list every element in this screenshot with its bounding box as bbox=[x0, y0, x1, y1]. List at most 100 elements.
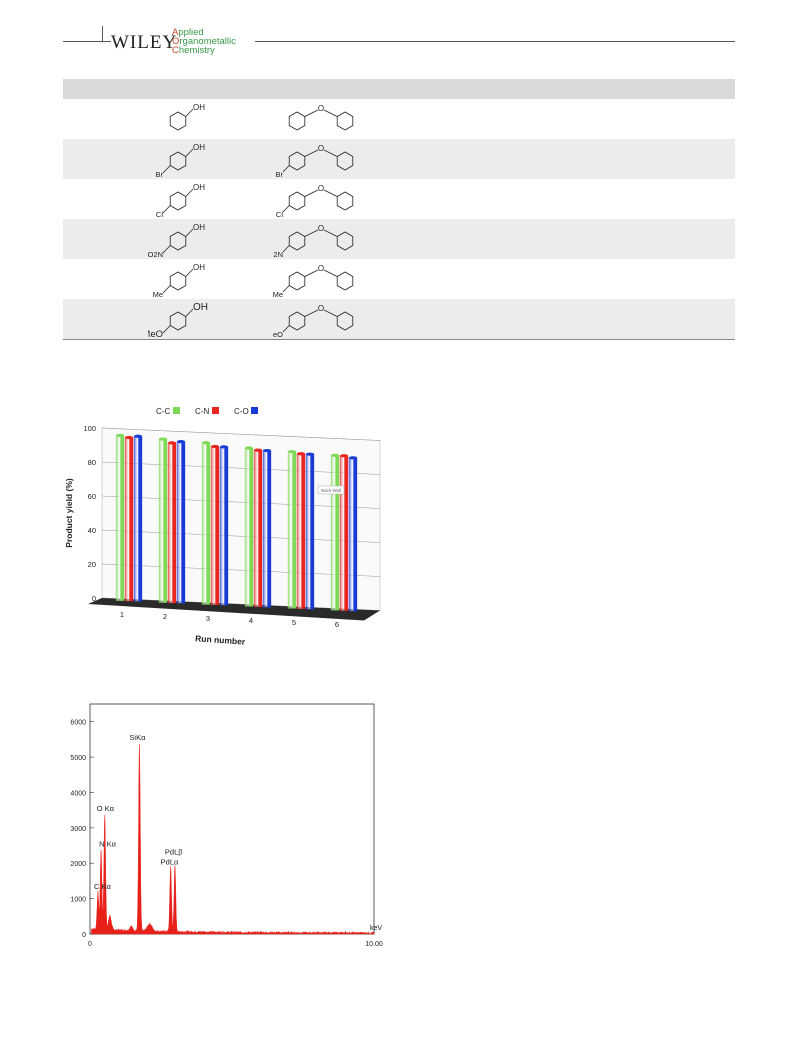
y-tick-label: 0 bbox=[92, 594, 96, 603]
bar-cap bbox=[116, 433, 124, 438]
x-tick-label: 3 bbox=[206, 614, 210, 623]
peak-label: C Kα bbox=[94, 882, 112, 891]
legend-label: C-O bbox=[234, 407, 249, 416]
substituent-label: MeO bbox=[273, 330, 283, 339]
y-tick-label: 5000 bbox=[70, 755, 86, 762]
x-tick-label: 5 bbox=[292, 618, 296, 627]
x-tick-label: 4 bbox=[249, 616, 253, 625]
edx-spectrum-chart: 0 1000 2000 3000 4000 5000 6000 0 10.00 keV C Kα N … bbox=[60, 698, 390, 956]
bar-cap bbox=[125, 435, 133, 440]
legend-swatch bbox=[212, 407, 219, 414]
product-structure: O Me bbox=[273, 264, 354, 299]
product-structure: O Br bbox=[276, 144, 354, 179]
bar-c-c bbox=[244, 447, 254, 607]
plot-frame bbox=[89, 703, 375, 935]
substituent-label: MeO bbox=[148, 329, 163, 339]
legend-label: C-C bbox=[156, 407, 170, 416]
x-tick-label: 1 bbox=[120, 610, 124, 619]
legend-swatch bbox=[251, 407, 258, 414]
bar-c-n bbox=[253, 449, 263, 607]
spectrum-area bbox=[91, 743, 375, 935]
y-tick-label: 0 bbox=[82, 932, 86, 939]
substituent-label: Cl bbox=[156, 210, 163, 219]
bar-c-o bbox=[176, 441, 186, 604]
recycling-bar-chart: 0 20 40 60 80 100 1 2 3 4 5 6 Back Wall Run number Pro… bbox=[60, 398, 390, 658]
y-tick-label: 100 bbox=[83, 424, 96, 433]
reactant-structure: OH bbox=[169, 103, 205, 131]
peak-label: SiKα bbox=[129, 733, 146, 742]
product-structure: O Cl bbox=[276, 184, 354, 219]
journal-logo: Applied Organometallic Chemistry bbox=[172, 27, 236, 56]
hydroxyl-label: OH bbox=[193, 223, 205, 232]
bar-c-o bbox=[348, 457, 358, 612]
reactant-structure: OH Me bbox=[153, 263, 206, 299]
bar-cap bbox=[297, 452, 305, 456]
y-tick-label: 1000 bbox=[70, 897, 86, 904]
y-tick-label: 80 bbox=[88, 458, 96, 467]
bar-cap bbox=[220, 445, 228, 449]
x-axis-label: Run number bbox=[195, 633, 246, 647]
table-row: OH Br O Br bbox=[63, 139, 735, 179]
bar-cap bbox=[340, 454, 348, 458]
reactant-structure: OH Br bbox=[156, 143, 206, 179]
table-row: OH MeO O MeO bbox=[63, 299, 735, 339]
ether-oxygen-label: O bbox=[318, 144, 324, 153]
bar-c-n bbox=[296, 453, 306, 609]
bar-c-c bbox=[158, 438, 168, 603]
product-structure: O bbox=[288, 104, 354, 131]
bar-c-c bbox=[287, 451, 297, 609]
bar-c-n bbox=[210, 446, 220, 606]
publisher-logo: WILEY bbox=[111, 32, 178, 53]
hydroxyl-label: OH bbox=[193, 302, 208, 313]
substituent-label: Br bbox=[276, 170, 284, 179]
substituent-label: O2N bbox=[148, 250, 163, 259]
bar-c-c bbox=[330, 455, 340, 611]
y-tick-label: 20 bbox=[88, 560, 96, 569]
substituent-label: Me bbox=[273, 290, 283, 299]
bar-cap bbox=[245, 446, 253, 450]
substrate-table: OHOOHBrOBrOHClOClOHO2NOO2NOHMeOMeOHMeOOM… bbox=[63, 79, 735, 340]
x-tick-label: 6 bbox=[335, 620, 339, 629]
substituent-label: Me bbox=[153, 290, 163, 299]
substituent-label: Br bbox=[156, 170, 164, 179]
table-row: OH O2N O O2N bbox=[63, 219, 735, 259]
bar-c-c bbox=[201, 442, 211, 605]
bar-c-n bbox=[339, 455, 349, 611]
legend-swatch bbox=[173, 407, 180, 414]
bar-cap bbox=[134, 434, 142, 438]
legend-label: C-N bbox=[195, 407, 209, 416]
peak-label: N Kα bbox=[99, 839, 117, 848]
table-row: OH O bbox=[63, 99, 735, 139]
header-tick bbox=[102, 26, 103, 41]
y-tick-label: 60 bbox=[88, 492, 96, 501]
x-axis-unit: keV bbox=[370, 925, 382, 932]
reactant-structure: OH Cl bbox=[156, 183, 205, 219]
ether-oxygen-label: O bbox=[318, 184, 324, 193]
bar-cap bbox=[263, 448, 271, 453]
y-tick-label: 3000 bbox=[70, 826, 86, 833]
y-tick-label: 4000 bbox=[70, 790, 86, 797]
table-row: OH Me O Me bbox=[63, 259, 735, 299]
bar-c-o bbox=[219, 446, 229, 606]
hydroxyl-label: OH bbox=[193, 143, 205, 152]
bar-c-o bbox=[305, 454, 315, 610]
ether-oxygen-label: O bbox=[318, 304, 324, 313]
ether-oxygen-label: O bbox=[318, 264, 324, 273]
reactant-structure: OH MeO bbox=[148, 302, 208, 339]
bar-cap bbox=[202, 441, 210, 445]
substituent-label: Cl bbox=[276, 210, 283, 219]
hydroxyl-label: OH bbox=[193, 183, 205, 192]
bar-c-c bbox=[115, 435, 125, 601]
substituent-label: O2N bbox=[273, 250, 283, 259]
bar-c-o bbox=[133, 436, 143, 602]
ether-oxygen-label: O bbox=[318, 104, 324, 113]
reactant-structure: OH O2N bbox=[148, 223, 205, 259]
hydroxyl-label: OH bbox=[193, 103, 205, 112]
bar-cap bbox=[159, 437, 167, 441]
table-bottom-rule bbox=[63, 339, 735, 340]
bar-cap bbox=[288, 450, 296, 454]
bar-cap bbox=[168, 441, 176, 445]
bar-cap bbox=[211, 444, 219, 449]
bar-cap bbox=[254, 448, 262, 452]
header-rule-right bbox=[255, 41, 735, 42]
